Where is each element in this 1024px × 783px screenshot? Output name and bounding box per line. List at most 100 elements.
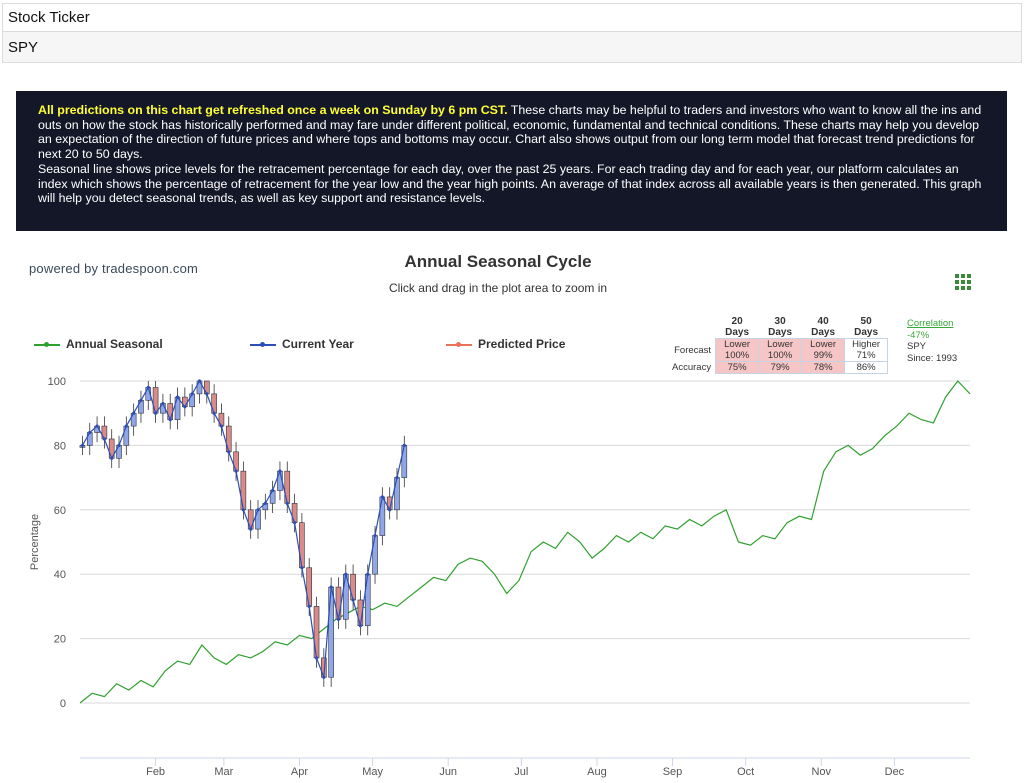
chart-subtitle: Click and drag in the plot area to zoom … [388,281,608,295]
current-year-point [344,572,348,576]
x-tick-label: Jul [514,766,528,778]
candle-body [284,470,291,504]
current-year-point [102,437,106,441]
current-year-point [366,572,370,576]
candle-body [291,503,298,523]
current-year-point [234,469,238,473]
candle-body [313,606,320,659]
candle-body [379,496,386,536]
current-year-point [197,379,202,383]
current-year-point [292,521,297,525]
current-year-point [256,508,260,512]
info-text-2: Seasonal line shows price levels for the… [38,161,982,206]
correlation-box: Correlation -47% SPY Since: 1993 [907,318,957,364]
legend-item-predicted-price[interactable]: Predicted Price [446,337,565,351]
current-year-point [80,443,85,447]
current-year-point [124,424,128,428]
forecast-header: 50 Days [854,316,879,338]
current-year-point [190,392,194,396]
candle-body [240,470,247,511]
series-annual-seasonal-line [79,380,971,704]
y-tick-label: 80 [54,440,66,452]
current-year-point [219,424,224,428]
x-tick-label: Mar [214,766,233,778]
current-year-point [395,476,399,480]
current-year-point [322,675,326,679]
x-tick-label: Jun [439,766,457,778]
candle-body [233,451,239,472]
current-year-point [241,508,245,512]
current-year-point [300,566,304,570]
current-year-point [95,424,99,428]
x-tick-label: Nov [811,766,831,778]
candle-body [211,393,217,414]
current-year-point [168,418,172,422]
info-box: All predictions on this chart get refres… [16,91,1007,231]
current-year-point [212,411,216,415]
current-year-point [161,401,165,406]
accuracy-cell: 79% [758,361,803,374]
legend-label: Current Year [282,337,354,351]
candle-body [306,567,313,607]
x-tick-label: Aug [587,766,607,778]
current-year-point [358,624,363,628]
ticker-value[interactable]: SPY [3,32,1021,63]
legend-swatch [250,341,276,347]
x-tick-label: May [362,766,383,778]
info-highlight: All predictions on this chart get refres… [38,103,508,117]
current-year-point [110,456,114,460]
correlation-link[interactable]: Correlation [907,318,954,329]
chart-menu-icon[interactable] [955,274,971,290]
x-tick-label: Feb [146,766,165,778]
forecast-header: 30 Days [768,316,793,338]
current-year-point [249,527,253,531]
current-year-point [153,411,158,415]
legend-item-annual-seasonal[interactable]: Annual Seasonal [34,337,163,351]
current-year-point [263,501,267,505]
forecast-table: 20 Days 30 Days 40 Days 50 Days Forecast… [672,316,889,374]
accuracy-cell: 75% [715,361,760,374]
current-year-point [88,430,92,435]
current-year-point [183,405,187,409]
info-text-1: These charts may be helpful to traders a… [38,103,982,162]
ticker-table: Stock Ticker SPY [2,3,1022,63]
current-year-point [380,495,384,499]
current-year-point [139,398,143,402]
accuracy-row-label: Accuracy [672,362,712,373]
series-current-year-line [81,379,405,678]
x-tick-label: Apr [291,766,308,778]
current-year-point [132,411,136,415]
candle-body [335,586,342,620]
correlation-value: -47% [907,329,930,341]
forecast-row-label: Forecast [674,344,712,356]
legend-swatch [34,341,60,347]
current-year-point [329,585,333,589]
current-year-point [278,469,282,473]
y-axis-label: Percentage [29,514,41,570]
candle-body [328,586,334,678]
candle-body [401,445,408,478]
candle-body [372,535,378,575]
forecast-header: 20 Days [725,316,750,338]
current-year-point [205,392,209,396]
legend-item-current-year[interactable]: Current Year [250,337,354,351]
current-year-point [373,533,377,538]
correlation-since: Since: 1993 [907,352,958,364]
candle-body [152,387,159,414]
candle-body [394,477,400,511]
y-tick-label: 60 [54,505,66,517]
powered-by-text[interactable]: powered by tradespoon.com [29,261,199,276]
x-tick-label: Sep [663,766,683,778]
current-year-point [117,443,121,447]
y-tick-label: 100 [48,376,66,388]
accuracy-cell: 78% [801,361,846,374]
current-year-point [271,488,275,493]
y-tick-label: 20 [54,634,66,646]
forecast-header: 40 Days [811,316,836,338]
candle-body [364,573,371,627]
current-year-point [336,617,341,621]
candle-body [225,425,232,453]
current-year-point [146,385,150,390]
candle-body [247,509,254,530]
